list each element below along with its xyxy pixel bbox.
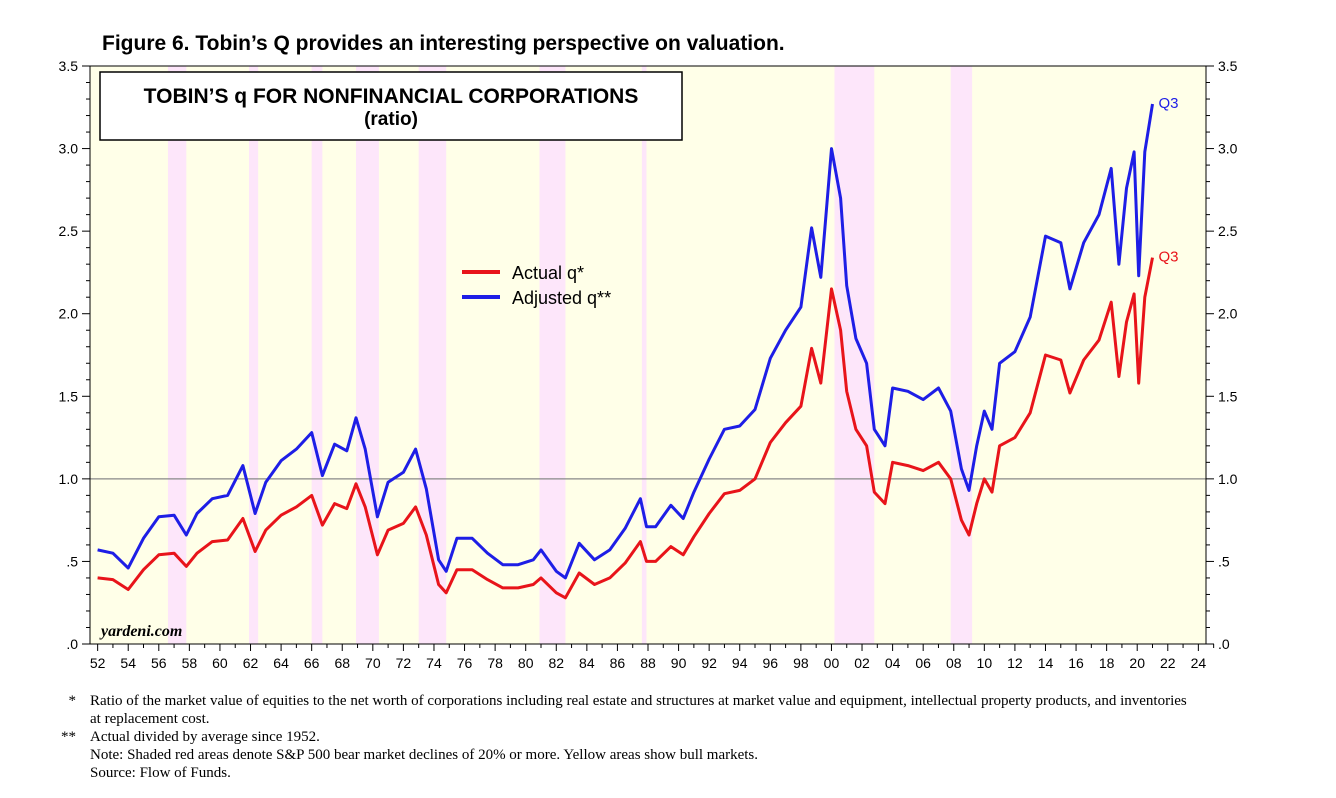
figure-title: Figure 6. Tobin’s Q provides an interest… [102,32,785,55]
x-tick-label: 02 [854,655,870,671]
footnote-source: Source: Flow of Funds. [52,764,1190,782]
x-tick-label: 68 [334,655,350,671]
bear-market-band [950,66,973,644]
bear-market-shading [167,66,973,644]
x-tick-label: 72 [396,655,412,671]
footnote-mark [52,746,90,764]
y-tick-label-left: 2.5 [59,223,79,239]
x-tick-label: 84 [579,655,595,671]
watermark: yardeni.com [99,623,182,640]
x-tick-label: 14 [1038,655,1054,671]
y-tick-label-left: .5 [66,553,78,569]
footnote-text: Actual divided by average since 1952. [90,729,320,745]
x-tick-label: 74 [426,655,442,671]
footnote-note: Note: Shaded red areas denote S&P 500 be… [52,746,1190,764]
x-axis: 52 54 56 58 60 62 64 66 68 70 72 74 76 78 80 82 84 86 88 90… [90,644,1215,671]
x-tick-label: 62 [243,655,259,671]
x-tick-label: 04 [885,655,901,671]
x-tick-label: 58 [182,655,198,671]
y-tick-label-right: 3.0 [1218,141,1238,157]
x-tick-label: 10 [977,655,993,671]
y-tick-label-left: 3.0 [59,141,79,157]
footnote-mark: * [68,693,77,709]
x-tick-label: 64 [273,655,289,671]
legend-label-adjusted: Adjusted q** [512,288,611,308]
x-tick-label: 20 [1129,655,1145,671]
x-tick-label: 88 [640,655,656,671]
x-tick-label: 86 [610,655,626,671]
x-tick-label: 08 [946,655,962,671]
x-tick-label: 00 [824,655,840,671]
y-axis: .0 .0 .5 .5 1.0 1.0 1.5 1.5 2.0 2.0 2.5 2.5 3.0 3.0 3.… [59,58,1238,652]
x-tick-label: 70 [365,655,381,671]
x-tick-label: 78 [487,655,503,671]
x-tick-label: 06 [915,655,931,671]
y-tick-label-right: 2.0 [1218,306,1238,322]
end-label-adjusted: Q3 [1158,95,1178,112]
bear-market-band [539,66,566,644]
tobins-q-chart: .0 .0 .5 .5 1.0 1.0 1.5 1.5 2.0 2.0 2.5 2.5 3.0 3.0 3.… [59,58,1238,671]
y-tick-label-left: 2.0 [59,306,79,322]
bear-market-band [834,66,875,644]
x-tick-label: 54 [120,655,136,671]
y-tick-label-right: 1.5 [1218,388,1238,404]
y-tick-label-right: 3.5 [1218,58,1238,74]
footnote-1: * Ratio of the market value of equities t… [52,692,1190,728]
x-tick-label: 90 [671,655,687,671]
legend-label-actual: Actual q* [512,263,584,283]
series-layer: Q3 Q3 [97,95,1179,600]
footnote-text: Note: Shaded red areas denote S&P 500 be… [90,747,759,763]
footnotes: * Ratio of the market value of equities t… [52,692,1190,782]
bear-market-band [311,66,323,644]
x-tick-label: 82 [548,655,564,671]
y-tick-label-right: .5 [1218,553,1230,569]
y-tick-label-left: 1.5 [59,388,79,404]
series-line-actual [97,257,1154,600]
footnote-text: Ratio of the market value of equities to… [90,693,1187,727]
bear-market-band [356,66,379,644]
x-tick-label: 96 [763,655,779,671]
x-tick-label: 24 [1191,655,1207,671]
plot-frame [89,65,1207,645]
chart-title: TOBIN’S q FOR NONFINANCIAL CORPORATIONS [144,85,639,108]
x-tick-label: 22 [1160,655,1176,671]
y-tick-label-left: 3.5 [59,58,79,74]
series-line-adjusted [97,103,1154,580]
end-label-actual: Q3 [1158,249,1178,266]
y-tick-label-right: 2.5 [1218,223,1238,239]
x-tick-label: 56 [151,655,167,671]
bear-market-band [418,66,447,644]
x-tick-label: 18 [1099,655,1115,671]
chart-subtitle: (ratio) [364,109,418,130]
footnote-2: ** Actual divided by average since 1952. [52,728,1190,746]
chart-title-box: TOBIN’S q FOR NONFINANCIAL CORPORATIONS … [99,71,683,141]
footnote-mark [52,764,90,782]
x-tick-label: 80 [518,655,534,671]
x-tick-label: 94 [732,655,748,671]
x-tick-label: 60 [212,655,228,671]
footnote-text: Source: Flow of Funds. [90,765,231,781]
legend: Actual q* Adjusted q** [462,263,611,308]
y-tick-label-right: 1.0 [1218,471,1238,487]
y-tick-label-left: .0 [66,636,78,652]
plot-background [90,66,1206,644]
x-tick-label: 76 [457,655,473,671]
bear-market-band [248,66,259,644]
bear-market-band [641,66,647,644]
y-tick-label-right: .0 [1218,636,1230,652]
x-tick-label: 92 [701,655,717,671]
bear-market-band [167,66,187,644]
x-tick-label: 66 [304,655,320,671]
x-tick-label: 16 [1068,655,1084,671]
x-tick-label: 52 [90,655,106,671]
x-tick-label: 98 [793,655,809,671]
y-tick-label-left: 1.0 [59,471,79,487]
x-tick-label: 12 [1007,655,1023,671]
footnote-mark: ** [61,729,76,745]
